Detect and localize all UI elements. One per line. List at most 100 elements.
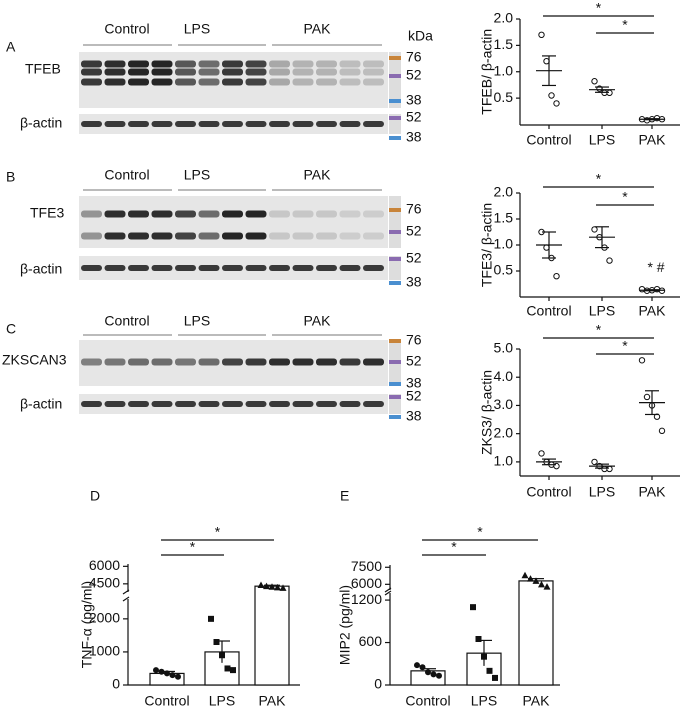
ladder-band <box>389 382 401 386</box>
blot <box>79 196 388 248</box>
ladder-band <box>389 339 401 343</box>
data-point <box>169 672 176 679</box>
significance-label: * <box>622 189 628 205</box>
band <box>198 78 220 86</box>
band <box>316 121 337 127</box>
axis-break <box>122 589 130 595</box>
band <box>245 121 267 127</box>
band <box>151 232 173 240</box>
x-tick-label: Control <box>405 693 450 709</box>
marker-label: 38 <box>406 92 422 108</box>
group-label: Control <box>104 167 149 183</box>
panel-letter: E <box>340 488 349 504</box>
band <box>104 60 126 68</box>
x-tick-label: LPS <box>589 303 615 319</box>
x-tick-label: Control <box>526 132 571 148</box>
data-point <box>419 664 426 671</box>
band <box>316 78 337 86</box>
band <box>81 210 102 218</box>
band <box>292 60 314 68</box>
band <box>128 358 149 366</box>
data-point <box>219 652 225 659</box>
y-tick-label: 1.0 <box>494 62 514 78</box>
ladder-band <box>389 230 401 234</box>
protein-label: TFEB <box>25 61 61 77</box>
y-tick-label: 0.5 <box>494 89 514 105</box>
band <box>175 265 196 271</box>
data-point <box>538 580 545 588</box>
band <box>363 358 384 366</box>
y-tick-label: 0 <box>112 676 120 692</box>
y-tick-label: 4.0 <box>494 368 514 384</box>
panel-letter: A <box>6 39 16 55</box>
y-tick-label: 0 <box>374 676 382 692</box>
band <box>222 60 243 68</box>
data-point <box>553 100 560 107</box>
data-point <box>538 450 545 457</box>
data-point <box>470 604 476 611</box>
band <box>245 210 267 218</box>
data-point <box>430 671 437 678</box>
band <box>222 232 243 240</box>
x-tick-label: LPS <box>589 132 615 148</box>
data-point <box>553 273 560 280</box>
band <box>222 68 243 76</box>
group-label: LPS <box>184 21 210 37</box>
band <box>81 121 102 127</box>
x-tick-label: Control <box>526 484 571 500</box>
ladder-band <box>389 415 401 419</box>
axis-break <box>122 596 130 602</box>
y-tick-label: 7500 <box>351 558 382 574</box>
data-point <box>475 636 482 642</box>
x-tick-label: PAK <box>259 693 287 709</box>
data-point <box>606 465 613 473</box>
band <box>269 401 290 407</box>
band <box>269 68 290 76</box>
band <box>81 358 102 366</box>
band <box>175 68 196 76</box>
panel-letter: B <box>6 169 15 185</box>
y-tick-label: 4500 <box>89 575 120 591</box>
band <box>339 358 361 366</box>
panel-letter: D <box>90 488 100 504</box>
band <box>198 401 220 407</box>
protein-label: TFE3 <box>30 205 64 221</box>
group-label: Control <box>104 313 149 329</box>
data-point <box>486 667 493 674</box>
band <box>128 60 149 68</box>
annotation: * # <box>647 259 664 275</box>
band <box>363 60 384 68</box>
band <box>81 68 102 76</box>
marker-label: 52 <box>406 223 422 239</box>
panel-letter: C <box>6 321 16 337</box>
y-tick-label: 6000 <box>351 575 382 591</box>
band <box>175 210 196 218</box>
significance-label: * <box>477 524 483 540</box>
band <box>292 68 314 76</box>
band <box>198 60 220 68</box>
significance-label: * <box>596 322 602 338</box>
ladder-band <box>389 56 401 60</box>
band <box>316 210 337 218</box>
x-tick-label: PAK <box>639 303 667 319</box>
data-point <box>279 584 287 591</box>
band <box>339 401 361 407</box>
x-tick-label: Control <box>526 303 571 319</box>
x-tick-label: LPS <box>589 484 615 500</box>
ladder-band <box>389 360 401 364</box>
band <box>81 60 102 68</box>
ladder <box>389 196 401 248</box>
band <box>339 68 361 76</box>
band <box>104 232 126 240</box>
band <box>81 232 102 240</box>
band <box>198 121 220 127</box>
data-point <box>481 653 487 660</box>
loading-label: β-actin <box>20 115 62 131</box>
band <box>316 401 337 407</box>
ladder <box>389 52 401 108</box>
band <box>292 265 314 271</box>
band <box>363 121 384 127</box>
band <box>151 401 173 407</box>
band <box>363 265 384 271</box>
